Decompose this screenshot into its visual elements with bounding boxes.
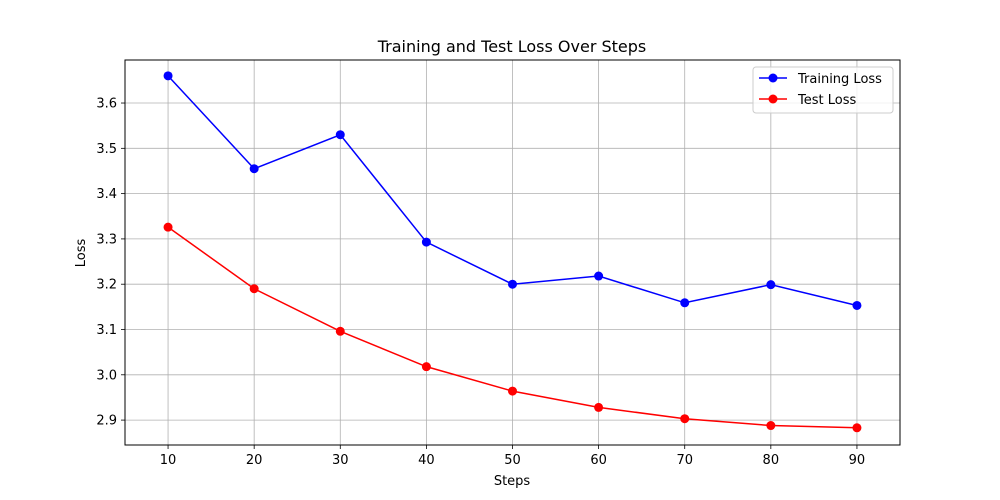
x-tick-label: 40 [418,453,435,468]
legend-marker-training [768,73,778,83]
x-tick-label: 70 [676,453,693,468]
series-test-loss [163,222,862,433]
data-point-training-loss [766,280,776,290]
data-point-training-loss [594,271,604,281]
data-point-training-loss [852,300,862,310]
data-point-training-loss [508,279,517,289]
legend-label-test: Test Loss [797,93,856,108]
data-point-training-loss [335,130,345,140]
y-tick-label: 3.6 [96,97,117,112]
x-tick-label: 10 [160,453,177,468]
chart-title: Training and Test Loss Over Steps [377,37,647,56]
data-point-test-loss [766,421,776,431]
data-point-training-loss [680,298,690,308]
data-point-test-loss [508,386,517,396]
x-tick-label: 30 [332,453,349,468]
series-training-loss [163,71,862,310]
x-tick-label: 60 [590,453,607,468]
legend-label-training: Training Loss [797,72,882,87]
y-tick-label: 3.3 [96,232,117,247]
y-tick-label: 3.5 [96,142,117,157]
data-point-training-loss [249,164,259,174]
x-tick-label: 90 [849,453,866,468]
y-tick-label: 3.2 [96,278,117,293]
y-tick-label: 2.9 [96,414,117,429]
y-tick-label: 3.0 [96,368,117,383]
y-tick-label: 3.1 [96,323,117,338]
data-point-training-loss [421,237,431,247]
y-tick-label: 3.4 [96,187,117,202]
legend-marker-test [768,94,778,104]
x-tick-label: 20 [246,453,263,468]
x-axis-label: Steps [494,474,531,489]
data-point-test-loss [680,414,690,424]
x-axis: 10 20 30 40 50 60 70 80 90 [160,445,865,468]
data-point-training-loss [163,71,173,81]
data-point-test-loss [852,423,862,433]
legend: Training Loss Test Loss [752,66,894,114]
y-axis-label: Loss [74,239,89,268]
y-axis: 2.9 3.0 3.1 3.2 3.3 3.4 3.5 3.6 [96,97,125,429]
series-layer [163,71,862,433]
legend-box [752,66,894,114]
data-point-test-loss [163,222,173,232]
data-point-test-loss [249,284,259,294]
data-point-test-loss [335,326,345,336]
x-tick-label: 80 [763,453,780,468]
x-tick-label: 50 [504,453,521,468]
data-point-test-loss [594,402,604,412]
data-point-test-loss [421,362,431,372]
